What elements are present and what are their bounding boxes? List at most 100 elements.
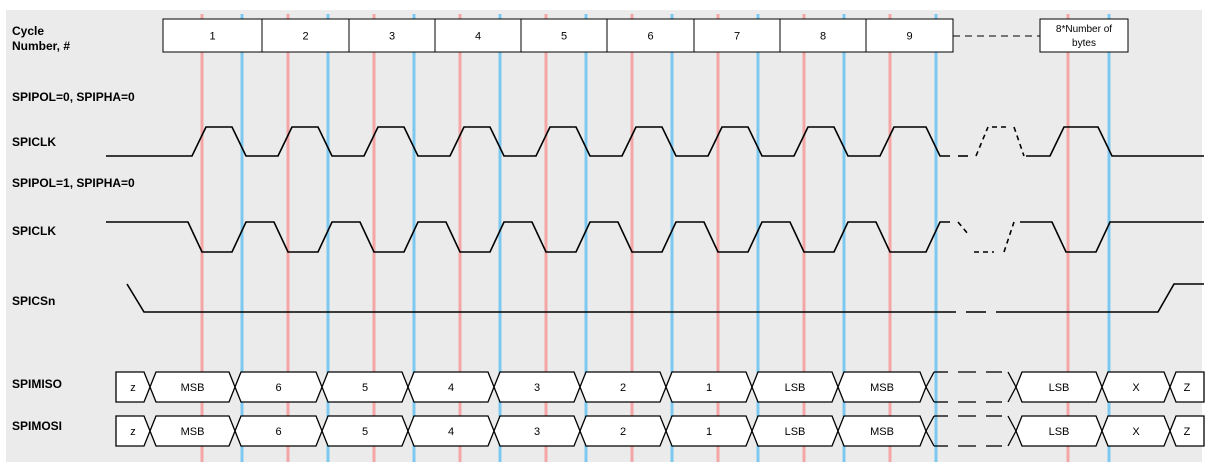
cycle-number-9: 9 [906, 31, 912, 43]
spimiso-cell-1 [115, 371, 151, 403]
sample-edge-marker-6 [630, 14, 634, 462]
sample-edge-marker-9 [888, 14, 892, 462]
sample-edge-marker-2 [286, 14, 290, 462]
cycle-cell-4 [434, 18, 522, 53]
spimosi-value-13: Z [1184, 426, 1191, 438]
spimosi-break-edge-1 [925, 415, 935, 432]
spimosi-value-9: LSB [785, 426, 806, 438]
spiclk-mode0-label: SPICLK [12, 135, 56, 149]
cycle-cell-2 [261, 18, 350, 53]
sample-edge-marker-7 [716, 14, 720, 462]
mode1-label: SPIPOL=1, SPIPHA=0 [12, 176, 135, 190]
shift-edge-marker-10 [1107, 14, 1111, 462]
spimosi-break-edge-3 [1007, 415, 1017, 432]
spimosi-cell-1 [115, 415, 151, 447]
cycle-number-3: 3 [389, 31, 395, 43]
spimosi-break-edge-2 [925, 430, 935, 447]
shift-edge-marker-8 [842, 14, 846, 462]
cycle-number-row: 1 2 3 4 5 6 7 8 9 8*Number of bytes [162, 18, 1129, 53]
spimiso-value-4: 5 [362, 382, 368, 394]
spiclk-mode1-trace [106, 221, 950, 253]
spimosi-cell-13 [1169, 415, 1205, 447]
spimosi-value-3: 6 [275, 426, 281, 438]
spiclk-mode1-waveform [106, 221, 1204, 253]
spimiso-value-8: 1 [706, 382, 712, 394]
mode0-label: SPIPOL=0, SPIPHA=0 [12, 90, 135, 104]
spimosi-value-1: z [130, 426, 136, 438]
shift-edge-marker-7 [756, 14, 760, 462]
spimiso-break-edge-3 [1007, 371, 1017, 388]
spiclk-mode1-dash-fall [957, 221, 969, 235]
spimosi-value-2: MSB [181, 426, 205, 438]
cycle-cell-7 [693, 18, 781, 53]
sample-edge-marker-1 [200, 14, 204, 462]
cycle-number-6: 6 [647, 31, 653, 43]
cycle-cell-5 [520, 18, 608, 53]
spimiso-value-7: 2 [620, 382, 626, 394]
cycle-label-line1: Cycle [12, 24, 44, 38]
cycle-label-line2: Number, # [12, 39, 70, 53]
sample-edge-marker-3 [372, 14, 376, 462]
spimiso-value-5: 4 [448, 382, 454, 394]
cycle-number-5: 5 [561, 31, 567, 43]
last-cycle-label-line1: 8*Number of [1056, 24, 1112, 35]
spiclk-mode1-label: SPICLK [12, 224, 56, 238]
shift-edge-marker-3 [412, 14, 416, 462]
shift-edge-marker-6 [670, 14, 674, 462]
spimiso-value-6: 3 [534, 382, 540, 394]
sample-edge-marker-8 [802, 14, 806, 462]
shift-edge-marker-5 [584, 14, 588, 462]
edge-markers [200, 14, 1111, 462]
cycle-number-2: 2 [302, 31, 308, 43]
spimiso-break-edge-4 [1007, 386, 1017, 403]
spimosi-value-4: 5 [362, 426, 368, 438]
spimiso-label: SPIMISO [12, 377, 62, 391]
spimiso-value-3: 6 [275, 382, 281, 394]
cycle-number-7: 7 [734, 31, 740, 43]
cycle-cell-last [1039, 18, 1129, 53]
spimosi-bus: z MSB 6 5 4 3 2 1 LSB MSB LSB X Z [115, 415, 1205, 447]
spicsn-trace [126, 283, 956, 313]
spimosi-value-7: 2 [620, 426, 626, 438]
spimiso-break-edge-1 [925, 371, 935, 388]
spiclk-mode0-trace [106, 126, 950, 157]
spimosi-value-6: 3 [534, 426, 540, 438]
last-cycle-label-line2: bytes [1072, 38, 1096, 49]
spimiso-value-12: X [1132, 382, 1140, 394]
sample-edge-marker-4 [458, 14, 462, 462]
spimiso-cell-13 [1169, 371, 1205, 403]
spimiso-value-9: LSB [785, 382, 806, 394]
sample-edge-marker-10 [1066, 14, 1070, 462]
spicsn-waveform [126, 283, 1204, 313]
spiclk-mode0-waveform [106, 126, 1204, 157]
spiclk-mode1-trace-end [1020, 221, 1204, 253]
spimiso-value-1: z [130, 382, 136, 394]
spimosi-value-5: 4 [448, 426, 454, 438]
spimosi-value-11: LSB [1049, 426, 1070, 438]
shift-edge-marker-9 [934, 14, 938, 462]
shift-edge-marker-2 [326, 14, 330, 462]
shift-edge-marker-4 [498, 14, 502, 462]
spimosi-value-8: 1 [706, 426, 712, 438]
spimosi-label: SPIMOSI [12, 419, 62, 433]
cycle-number-4: 4 [475, 31, 481, 43]
cycle-cell-3 [348, 18, 436, 53]
spiclk-mode0-trace-end [1026, 126, 1204, 157]
spimiso-value-11: LSB [1049, 382, 1070, 394]
cycle-cell-1 [162, 18, 263, 53]
sample-edge-marker-5 [544, 14, 548, 462]
spimiso-bus: z MSB 6 5 4 3 2 1 LSB MSB LSB X Z [115, 371, 1205, 403]
cycle-number-1: 1 [209, 31, 215, 43]
spicsn-trace-end [1016, 283, 1204, 313]
spicsn-label: SPICSn [12, 294, 55, 308]
spimosi-value-12: X [1132, 426, 1140, 438]
cycle-number-8: 8 [820, 31, 826, 43]
spimiso-value-2: MSB [181, 382, 205, 394]
spimiso-break-edge-2 [925, 386, 935, 403]
shift-edge-marker-1 [240, 14, 244, 462]
spimiso-value-13: Z [1184, 382, 1191, 394]
spimosi-value-10: MSB [870, 426, 894, 438]
spimosi-break-edge-4 [1007, 430, 1017, 447]
